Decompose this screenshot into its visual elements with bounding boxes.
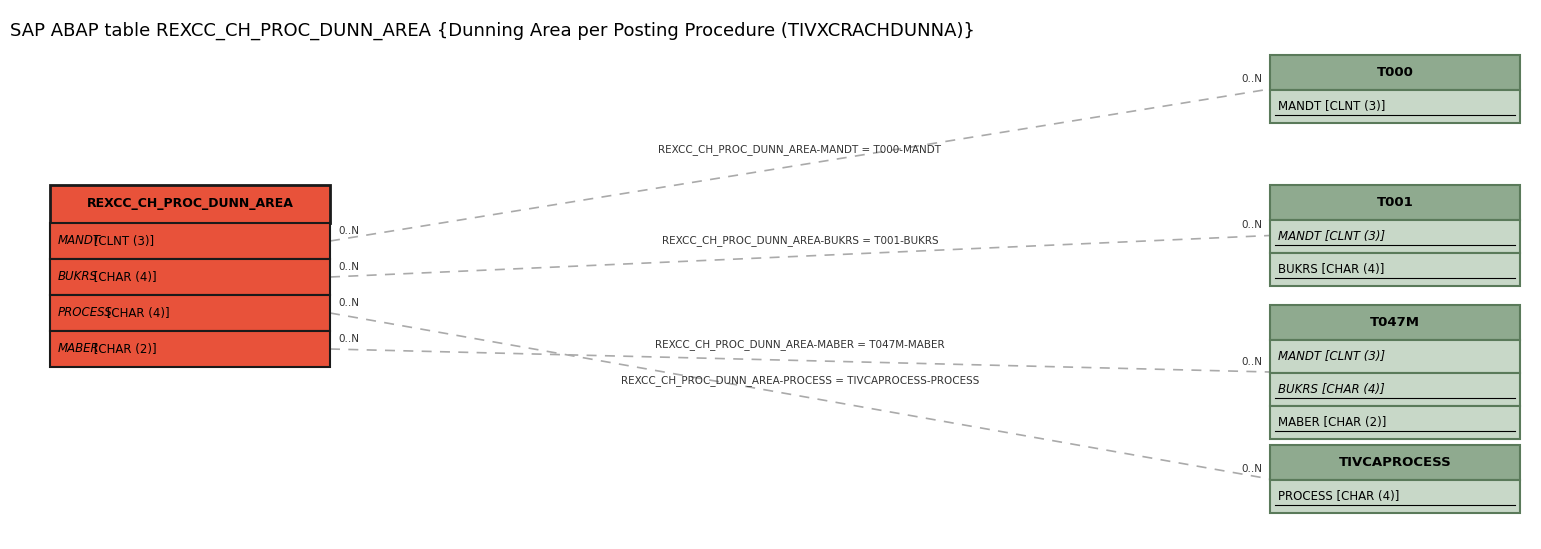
Text: 0..N: 0..N [1241,221,1262,231]
Bar [1270,373,1519,406]
Text: MANDT: MANDT [59,234,102,248]
Bar [1270,55,1519,90]
Bar [49,185,330,223]
Text: REXCC_CH_PROC_DUNN_AREA-BUKRS = T001-BUKRS: REXCC_CH_PROC_DUNN_AREA-BUKRS = T001-BUK… [661,236,938,247]
Text: 0..N: 0..N [337,262,359,272]
Text: REXCC_CH_PROC_DUNN_AREA: REXCC_CH_PROC_DUNN_AREA [86,198,293,210]
Text: [CLNT (3)]: [CLNT (3)] [91,234,154,248]
Bar [1270,480,1519,513]
Text: MANDT [CLNT (3)]: MANDT [CLNT (3)] [1277,100,1385,113]
Bar [1270,340,1519,373]
Text: 0..N: 0..N [1241,464,1262,474]
Text: BUKRS [CHAR (4)]: BUKRS [CHAR (4)] [1277,383,1385,396]
Bar [49,259,330,295]
Bar [1270,185,1519,220]
Text: MANDT [CLNT (3)]: MANDT [CLNT (3)] [1277,230,1385,243]
Text: 0..N: 0..N [337,226,359,236]
Text: MABER: MABER [59,343,100,356]
Bar [1270,445,1519,480]
Text: 0..N: 0..N [337,334,359,344]
Text: SAP ABAP table REXCC_CH_PROC_DUNN_AREA {Dunning Area per Posting Procedure (TIVX: SAP ABAP table REXCC_CH_PROC_DUNN_AREA {… [9,22,975,40]
Text: 0..N: 0..N [337,298,359,308]
Text: 0..N: 0..N [1241,357,1262,367]
Text: REXCC_CH_PROC_DUNN_AREA-PROCESS = TIVCAPROCESS-PROCESS: REXCC_CH_PROC_DUNN_AREA-PROCESS = TIVCAP… [621,375,979,386]
Bar [1270,253,1519,286]
Text: MANDT [CLNT (3)]: MANDT [CLNT (3)] [1277,350,1385,363]
Bar [49,331,330,367]
Bar [49,223,330,259]
Text: PROCESS [CHAR (4)]: PROCESS [CHAR (4)] [1277,490,1399,503]
Text: T000: T000 [1376,66,1413,79]
Bar [1270,305,1519,340]
Text: [CHAR (4)]: [CHAR (4)] [103,306,170,320]
Text: T047M: T047M [1370,316,1419,329]
Text: [CHAR (2)]: [CHAR (2)] [91,343,157,356]
Bar [49,295,330,331]
Text: BUKRS [CHAR (4)]: BUKRS [CHAR (4)] [1277,263,1384,276]
Text: TIVCAPROCESS: TIVCAPROCESS [1339,456,1452,469]
Text: REXCC_CH_PROC_DUNN_AREA-MABER = T047M-MABER: REXCC_CH_PROC_DUNN_AREA-MABER = T047M-MA… [655,340,945,350]
Bar [1270,406,1519,439]
Text: PROCESS: PROCESS [59,306,112,320]
Text: BUKRS: BUKRS [59,271,99,283]
Text: T001: T001 [1376,196,1413,209]
Bar [1270,90,1519,123]
Text: 0..N: 0..N [1241,74,1262,84]
Text: [CHAR (4)]: [CHAR (4)] [91,271,157,283]
Text: REXCC_CH_PROC_DUNN_AREA-MANDT = T000-MANDT: REXCC_CH_PROC_DUNN_AREA-MANDT = T000-MAN… [658,144,942,155]
Text: MABER [CHAR (2)]: MABER [CHAR (2)] [1277,416,1387,429]
Bar [1270,220,1519,253]
